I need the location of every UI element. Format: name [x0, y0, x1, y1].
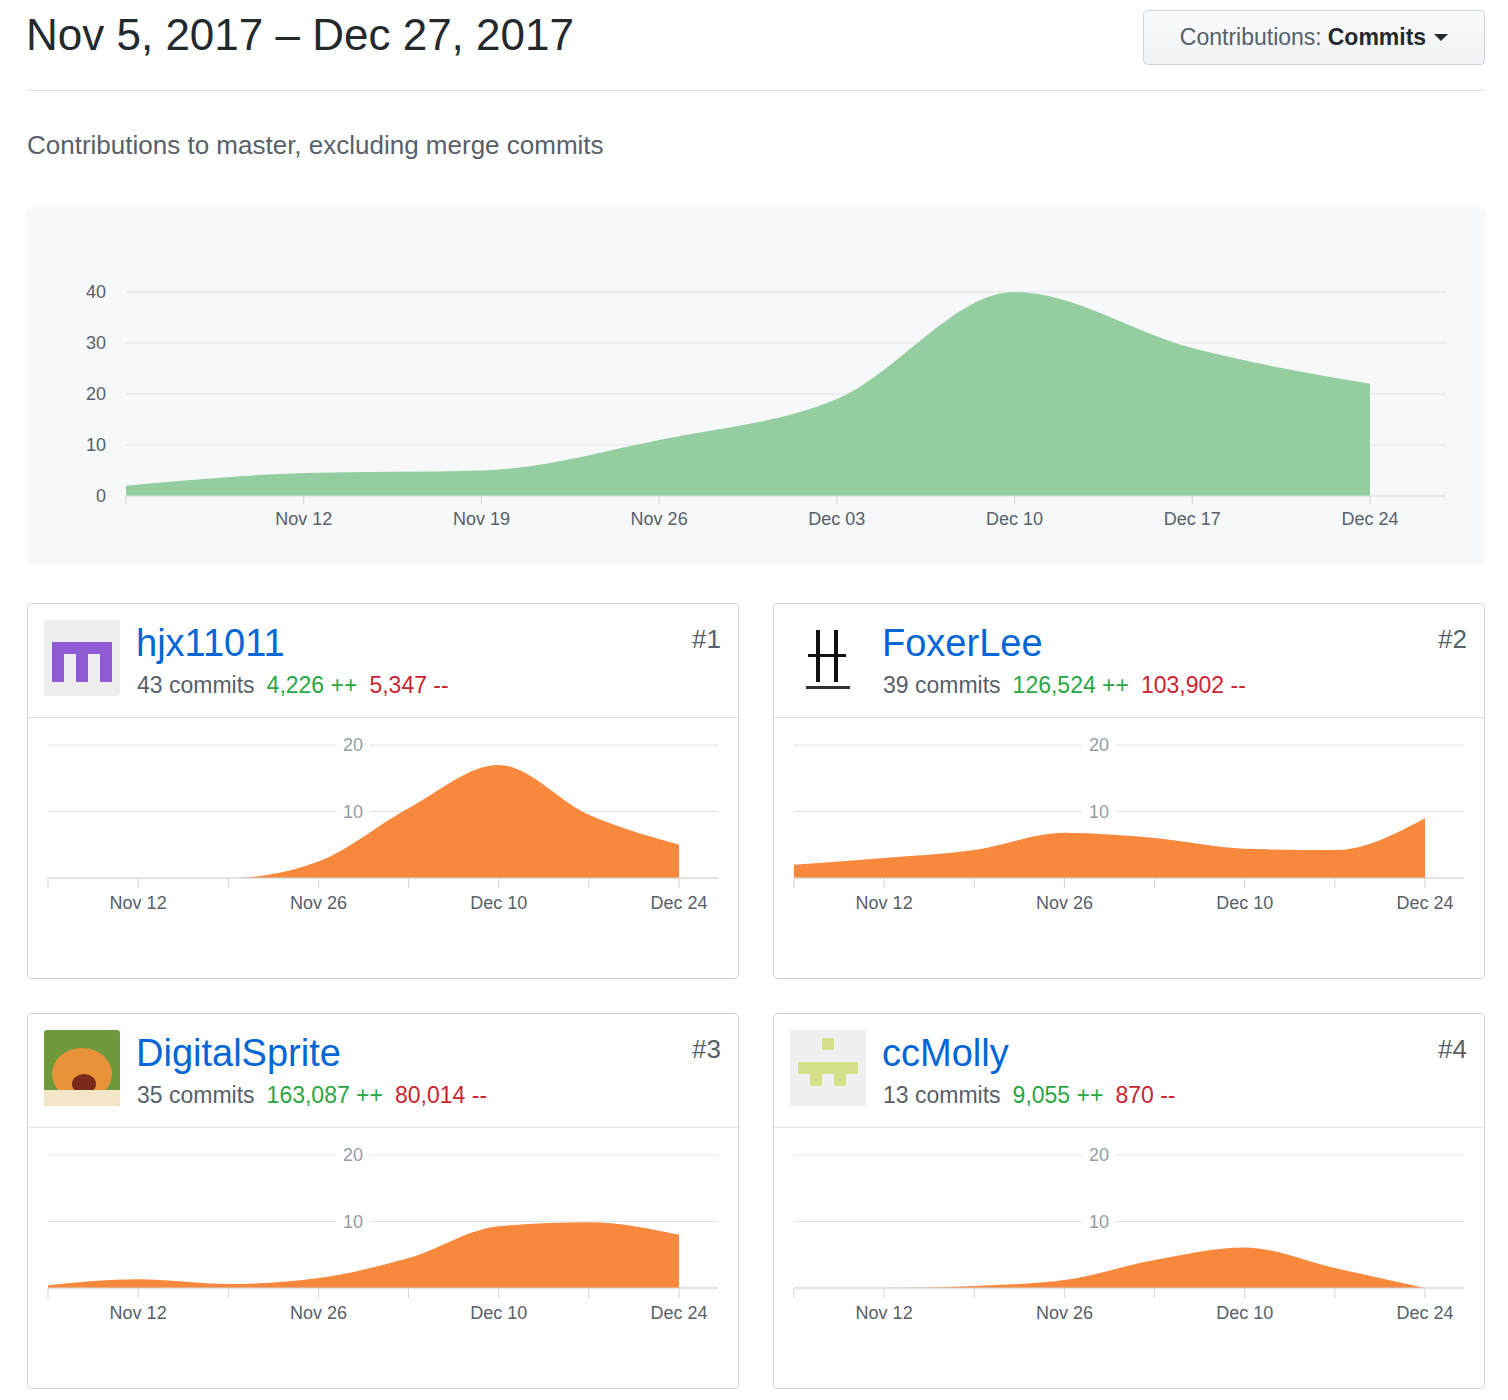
html-text:#3: #3 — [692, 1034, 721, 1064]
html-text:35 commits: 35 commits — [137, 1082, 255, 1108]
svg-text:10: 10 — [343, 1212, 363, 1232]
svg-text:10: 10 — [1089, 1212, 1109, 1232]
svg-text:0: 0 — [96, 486, 106, 506]
html-text:ccMolly: ccMolly — [882, 1032, 1009, 1074]
html-text:hjx11011: hjx11011 — [136, 622, 285, 664]
html-text:103,902 --: 103,902 -- — [1141, 672, 1246, 698]
svg-text:20: 20 — [1089, 1145, 1109, 1165]
html-text:FoxerLee: FoxerLee — [882, 622, 1043, 664]
svg-text:Nov 12: Nov 12 — [275, 509, 332, 529]
html-text:#2: #2 — [1438, 624, 1467, 654]
html-text:#1: #1 — [692, 624, 721, 654]
html-text:5,347 --: 5,347 -- — [369, 672, 449, 698]
svg-text:Nov 19: Nov 19 — [453, 509, 510, 529]
svg-text:Dec 03: Dec 03 — [808, 509, 865, 529]
svg-text:20: 20 — [1089, 735, 1109, 755]
svg-text:Nov 26: Nov 26 — [631, 509, 688, 529]
svg-text:Dec 24: Dec 24 — [1341, 509, 1398, 529]
html-text:39 commits: 39 commits — [883, 672, 1001, 698]
svg-text:Dec 10: Dec 10 — [1216, 893, 1273, 913]
svg-text:10: 10 — [86, 435, 106, 455]
html-text:80,014 --: 80,014 -- — [395, 1082, 488, 1108]
svg-text:Dec 17: Dec 17 — [1164, 509, 1221, 529]
svg-text:40: 40 — [86, 282, 106, 302]
html-text:#4: #4 — [1438, 1034, 1467, 1064]
svg-text:Nov 26: Nov 26 — [290, 1303, 347, 1323]
svg-text:Nov 12: Nov 12 — [110, 893, 167, 913]
svg-text:Dec 10: Dec 10 — [986, 509, 1043, 529]
html-text:Contributions to master, exclu: Contributions to master, excluding merge… — [27, 130, 604, 160]
html-text:126,524 ++: 126,524 ++ — [1012, 672, 1129, 698]
svg-text:30: 30 — [86, 333, 106, 353]
html-text:870 --: 870 -- — [1115, 1082, 1176, 1108]
svg-text:Dec 24: Dec 24 — [650, 1303, 707, 1323]
html-text:Contributions: Commits: Contributions: Commits — [1179, 24, 1427, 50]
svg-text:Dec 24: Dec 24 — [650, 893, 707, 913]
svg-text:Nov 12: Nov 12 — [110, 1303, 167, 1323]
svg-text:Dec 24: Dec 24 — [1396, 1303, 1453, 1323]
svg-text:10: 10 — [1089, 802, 1109, 822]
svg-text:Nov 26: Nov 26 — [290, 893, 347, 913]
svg-text:Nov 26: Nov 26 — [1036, 1303, 1093, 1323]
html-text:43 commits: 43 commits — [137, 672, 255, 698]
html-text:13 commits: 13 commits — [883, 1082, 1001, 1108]
html-text:Nov 5, 2017 – Dec 27, 2017: Nov 5, 2017 – Dec 27, 2017 — [26, 10, 574, 59]
html-text:DigitalSprite: DigitalSprite — [136, 1032, 341, 1074]
svg-text:Nov 12: Nov 12 — [856, 1303, 913, 1323]
svg-text:Nov 26: Nov 26 — [1036, 893, 1093, 913]
svg-text:20: 20 — [343, 735, 363, 755]
svg-text:Dec 24: Dec 24 — [1396, 893, 1453, 913]
svg-text:Dec 10: Dec 10 — [470, 1303, 527, 1323]
svg-text:20: 20 — [86, 384, 106, 404]
html-text:9,055 ++: 9,055 ++ — [1012, 1082, 1104, 1108]
svg-text:Dec 10: Dec 10 — [470, 893, 527, 913]
svg-text:Dec 10: Dec 10 — [1216, 1303, 1273, 1323]
html-text:163,087 ++: 163,087 ++ — [266, 1082, 383, 1108]
svg-text:Nov 12: Nov 12 — [856, 893, 913, 913]
svg-text:20: 20 — [343, 1145, 363, 1165]
svg-text:10: 10 — [343, 802, 363, 822]
html-text:4,226 ++: 4,226 ++ — [266, 672, 358, 698]
